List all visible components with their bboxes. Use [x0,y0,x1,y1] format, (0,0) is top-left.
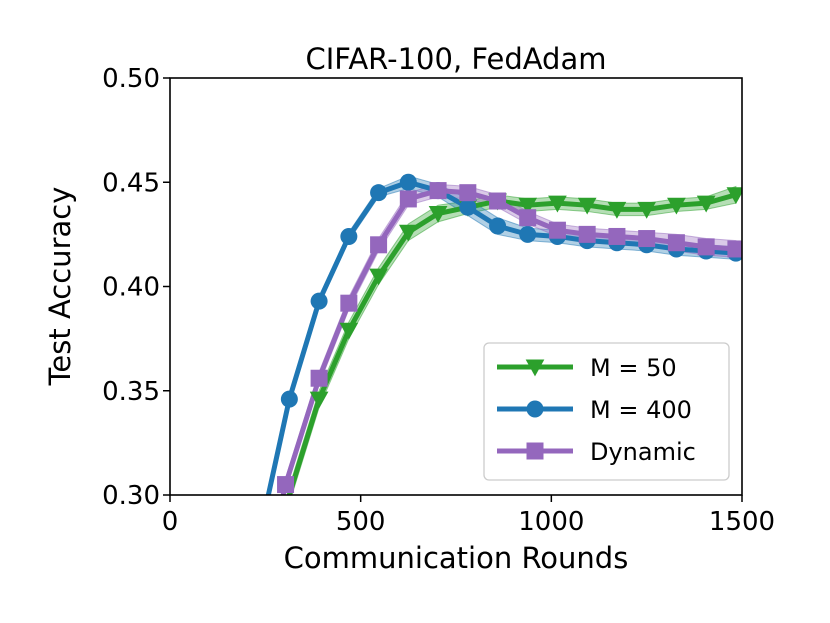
data-point-triangle-down [607,201,627,219]
data-point-square [578,225,596,243]
chart-title: CIFAR-100, FedAdam [306,42,607,76]
data-point-square [697,238,715,256]
data-point-triangle-down [696,195,716,213]
legend-marker-circle [526,400,544,418]
data-point-square [727,240,742,258]
y-tick-label: 0.30 [102,481,160,511]
legend: M = 50 M = 400 Dynamic [483,342,730,481]
data-point-triangle-down [428,206,448,223]
data-point-square [399,190,417,208]
legend-label: M = 50 [590,354,677,382]
data-point-triangle-down [398,224,418,242]
data-point-square [459,184,477,202]
data-point-triangle-down [667,197,686,215]
legend-marker-square [526,442,544,460]
data-point-circle [489,217,507,235]
data-point-circle [280,390,298,408]
y-axis-ticks: 0.30 0.35 0.40 0.45 0.50 [102,64,170,511]
y-tick-label: 0.45 [102,168,160,198]
x-tick-label: 500 [336,507,386,537]
y-tick-label: 0.40 [102,273,160,303]
data-point-triangle-down [518,197,538,215]
data-point-square [277,476,295,494]
y-axis-title: Test Accuracy [43,187,77,387]
data-point-square [310,369,328,387]
x-axis-title: Communication Rounds [284,541,629,575]
x-axis-ticks: 0 500 1000 1500 [162,495,775,537]
series-markers [277,173,742,494]
legend-label: Dynamic [590,438,696,466]
data-point-square [638,230,656,248]
data-point-triangle-down [309,391,329,409]
data-point-square [548,221,566,239]
data-point-circle [459,198,477,216]
legend-marker-triangle-down [525,359,545,377]
data-point-square [340,294,358,312]
x-tick-label: 0 [162,507,179,537]
data-point-circle [519,225,537,243]
legend-label: M = 400 [590,396,692,424]
data-point-triangle-down [369,268,388,286]
data-point-circle [340,227,358,245]
data-point-circle [310,292,328,310]
data-point-triangle-down [726,187,742,205]
data-point-circle [370,184,388,202]
data-point-square [519,209,537,227]
legend-frame [483,342,730,481]
x-tick-label: 1500 [709,507,775,537]
data-point-triangle-down [577,197,597,215]
data-point-triangle-down [637,201,657,219]
data-point-square [429,182,447,200]
y-tick-label: 0.35 [102,377,160,407]
data-point-circle [399,173,417,191]
data-point-square [608,227,626,245]
y-tick-label: 0.50 [102,64,160,94]
x-tick-label: 1000 [518,507,584,537]
data-point-square [370,236,388,254]
data-point-square [489,192,507,210]
data-point-triangle-down [339,322,359,340]
data-point-square [667,234,685,252]
data-point-triangle-down [548,195,567,213]
